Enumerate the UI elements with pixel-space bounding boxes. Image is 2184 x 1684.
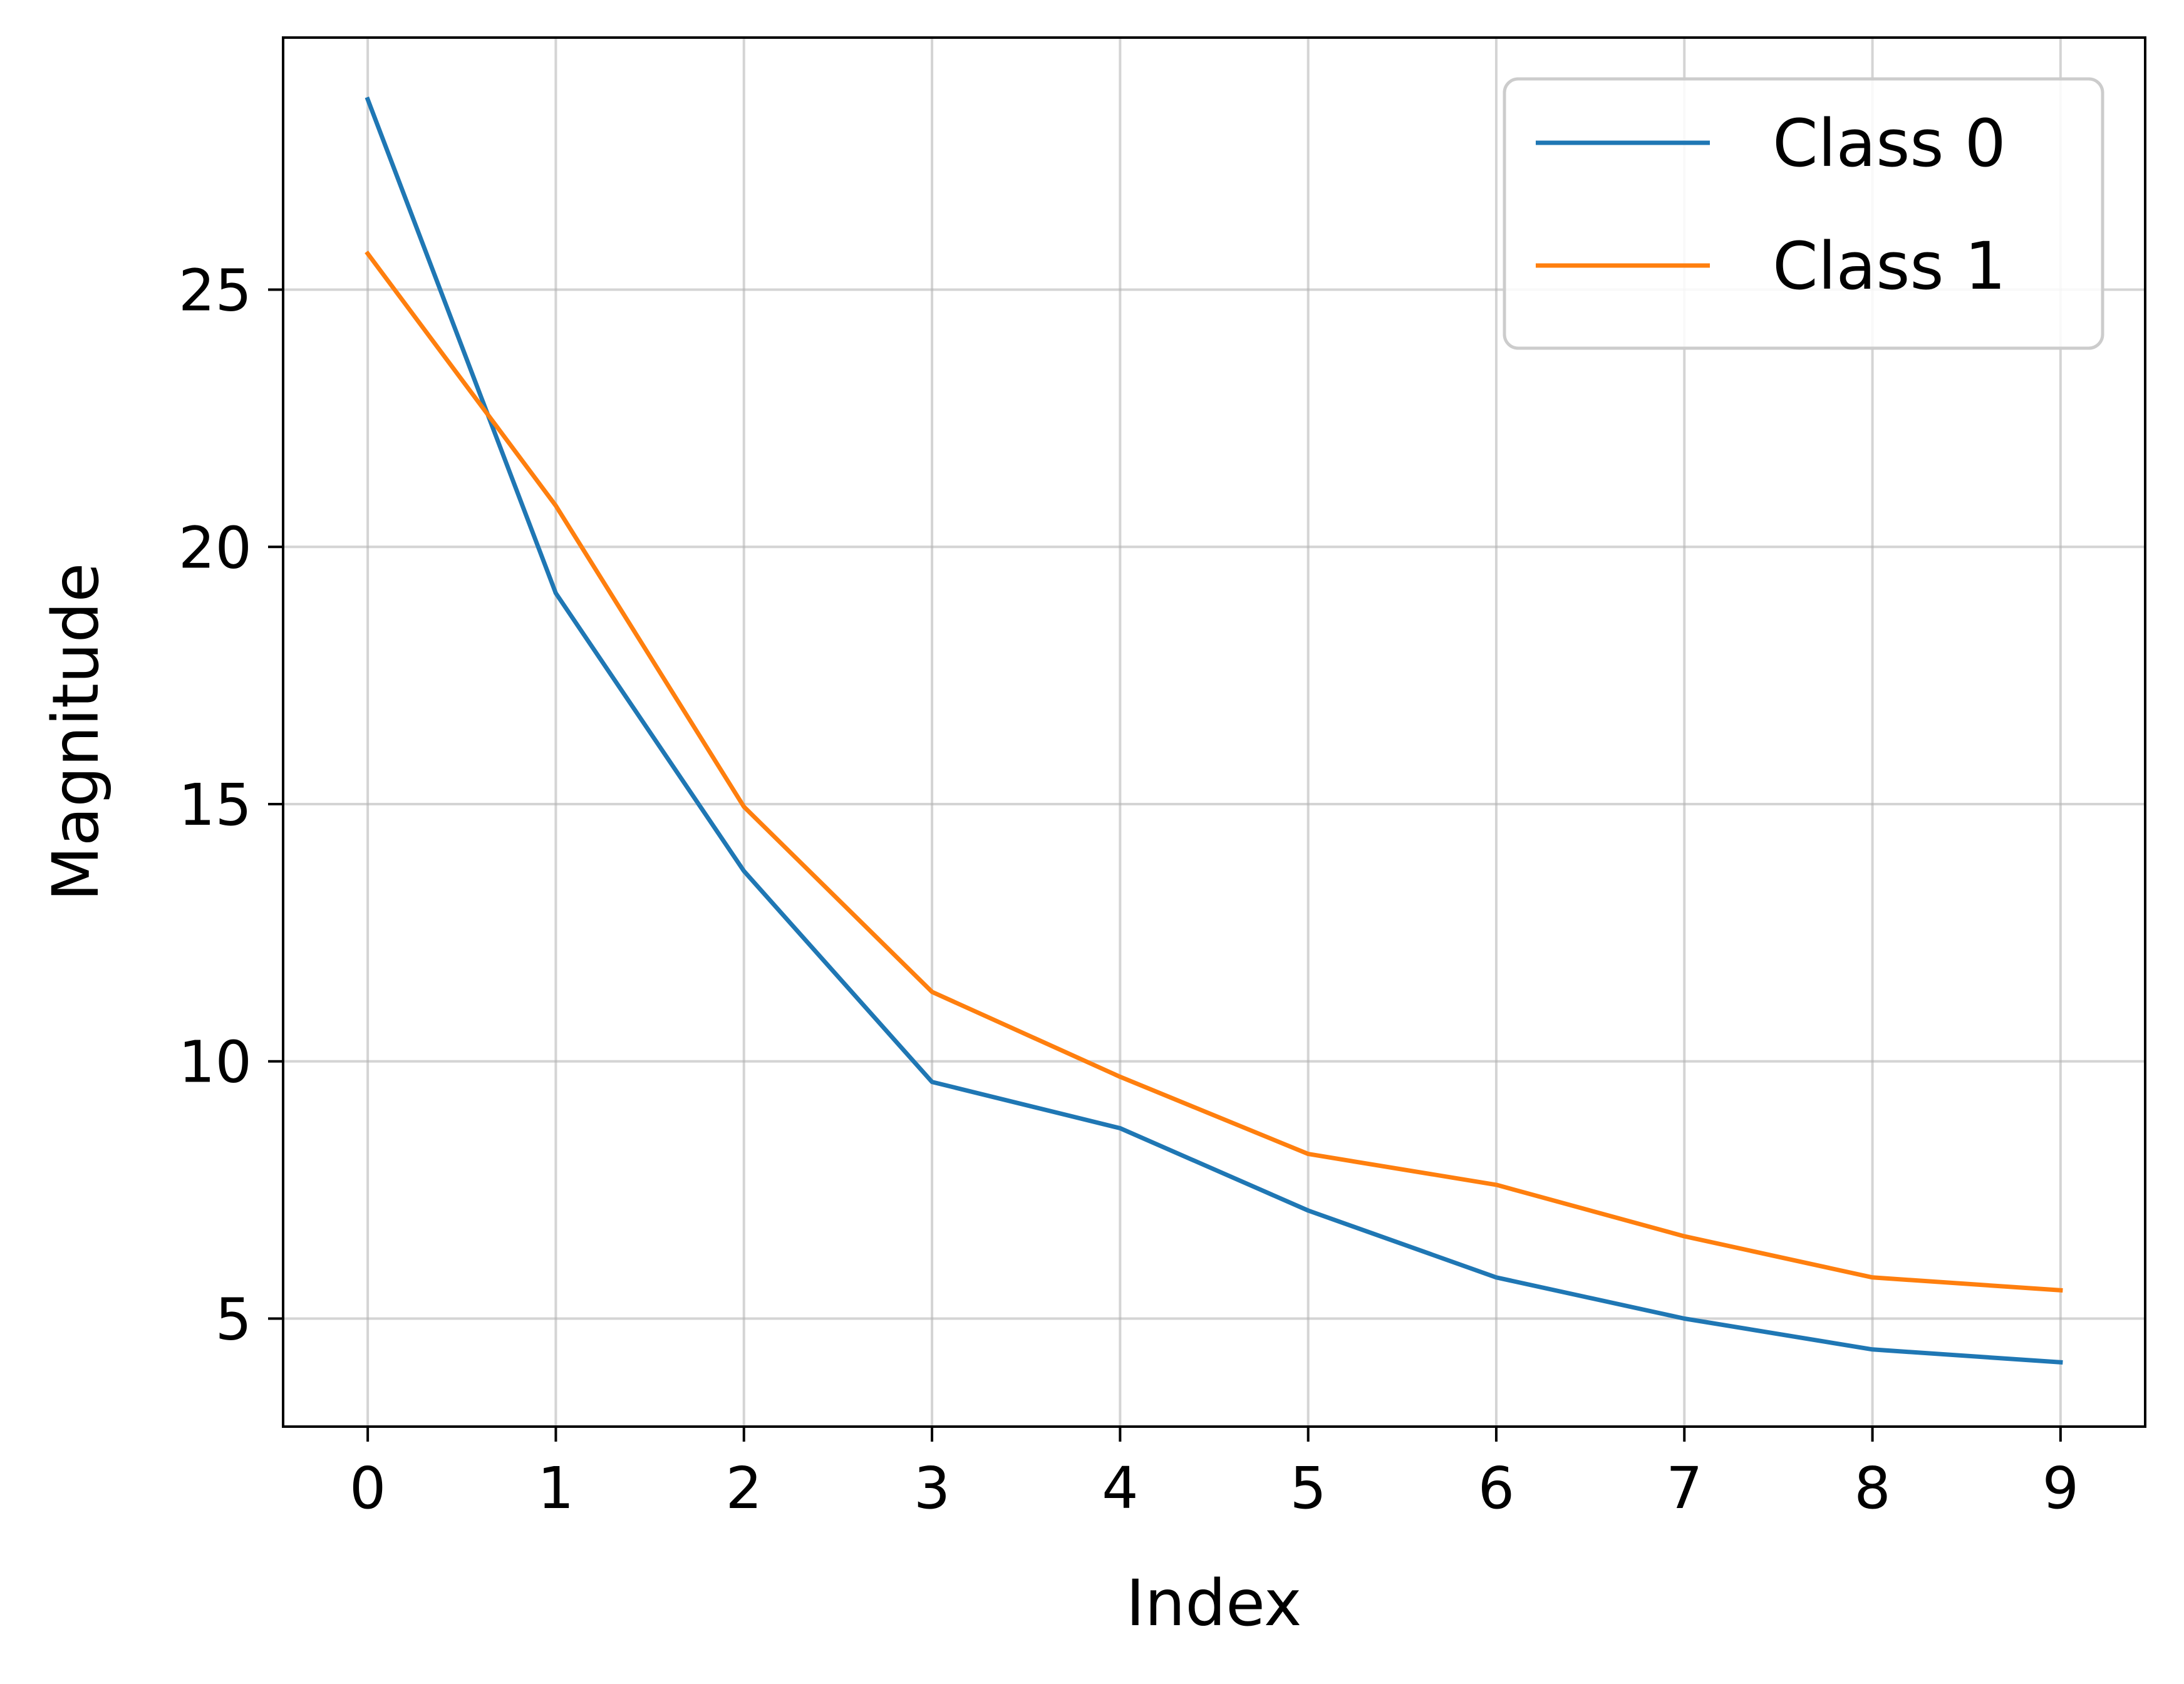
x-tick-label: 0 (349, 1455, 386, 1522)
x-tick-label: 8 (1854, 1455, 1891, 1522)
x-axis-label: Index (1126, 1566, 1302, 1641)
x-tick-label: 4 (1102, 1455, 1139, 1522)
y-tick-label: 10 (179, 1029, 252, 1096)
series-line-class-1 (365, 251, 2063, 1293)
x-tick-label: 3 (914, 1455, 951, 1522)
legend-box (1503, 77, 2104, 350)
x-tick-label: 2 (725, 1455, 762, 1522)
y-tick-label: 25 (179, 257, 252, 324)
x-tick-label: 6 (1478, 1455, 1515, 1522)
series-line-class-0 (365, 96, 2063, 1365)
x-tick-label: 5 (1290, 1455, 1327, 1522)
series-lines (365, 96, 2063, 1365)
legend-label-class-1: Class 1 (1773, 228, 2006, 304)
x-tick-label: 9 (2042, 1455, 2079, 1522)
y-tick-label: 15 (179, 772, 252, 839)
legend-label-class-0: Class 0 (1773, 105, 2006, 182)
y-axis-label: Magnitude (39, 563, 113, 901)
plot-area-frame (282, 36, 2146, 1428)
y-tick-label: 5 (215, 1286, 252, 1353)
axis-ticks: 0 1 2 3 4 5 6 7 8 9 5 10 15 20 25 (179, 257, 2079, 1522)
x-tick-label: 1 (537, 1455, 574, 1522)
x-tick-label: 7 (1666, 1455, 1703, 1522)
legend: Class 0 Class 1 (1503, 77, 2104, 350)
grid (283, 38, 2145, 1427)
y-tick-label: 20 (179, 514, 252, 581)
